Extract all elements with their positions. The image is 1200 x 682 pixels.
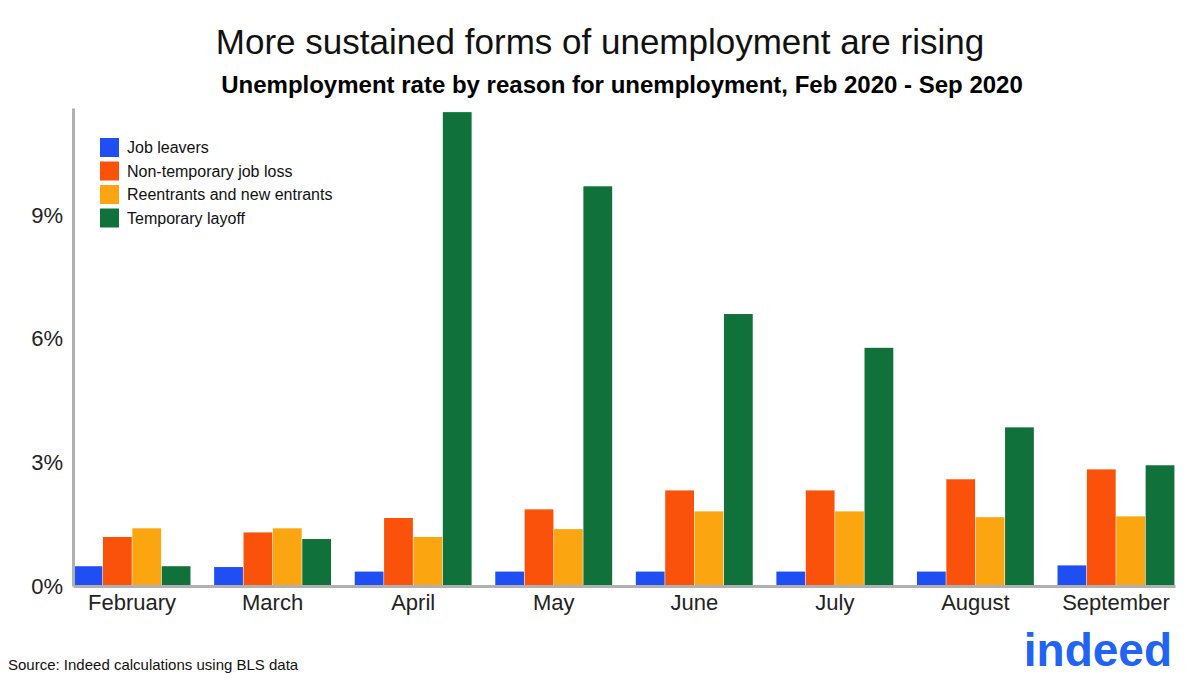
tick: February	[88, 586, 176, 615]
legend-label: Temporary layoff	[127, 210, 246, 227]
bar	[636, 572, 665, 586]
legend-swatch	[100, 162, 119, 181]
title: More sustained forms of unemployment are…	[216, 22, 984, 61]
bar	[355, 572, 384, 586]
bar	[835, 511, 864, 586]
tick: June	[670, 586, 718, 615]
legend-item: Temporary layoff	[100, 209, 246, 228]
legend-swatch	[100, 185, 119, 204]
bar	[1005, 427, 1034, 586]
bar	[695, 511, 724, 586]
tick-label: February	[88, 590, 176, 615]
tick: August	[941, 586, 1010, 615]
legend-item: Non-temporary job loss	[100, 162, 292, 181]
bar	[495, 572, 524, 586]
legend-item: Reentrants and new entrants	[100, 185, 332, 204]
bar	[1146, 465, 1175, 586]
bar	[384, 518, 413, 586]
bar	[162, 566, 191, 586]
tick-label: 0%	[31, 574, 63, 599]
legend-swatch	[100, 138, 119, 157]
bar	[865, 348, 894, 586]
tick-label: July	[815, 590, 854, 615]
bar	[665, 490, 694, 586]
tick: 0%	[31, 574, 73, 599]
bar	[976, 517, 1005, 586]
bar	[917, 572, 946, 586]
tick-label: May	[533, 590, 575, 615]
bar	[946, 479, 975, 586]
bar	[583, 186, 612, 586]
tick: 9%	[31, 203, 73, 228]
bar	[1058, 565, 1087, 586]
bar	[1116, 516, 1145, 586]
tick-label: 6%	[31, 326, 63, 351]
subtitle: Unemployment rate by reason for unemploy…	[221, 71, 1023, 98]
tick-label: March	[242, 590, 303, 615]
tick-label: 9%	[31, 203, 63, 228]
bar	[244, 532, 273, 586]
legend-label: Reentrants and new entrants	[127, 186, 332, 203]
tick: March	[242, 586, 303, 615]
tick: 6%	[31, 326, 73, 351]
bar	[776, 572, 805, 586]
tick: September	[1062, 586, 1170, 615]
bar	[1087, 469, 1116, 586]
tick-label: 3%	[31, 450, 63, 475]
bar	[525, 509, 554, 586]
bar	[273, 528, 302, 586]
legend-swatch	[100, 209, 119, 228]
legend-item: Job leavers	[100, 138, 209, 157]
bar	[413, 537, 442, 586]
tick: 3%	[31, 450, 73, 475]
bar	[74, 566, 103, 586]
tick: May	[533, 586, 575, 615]
source: Source: Indeed calculations using BLS da…	[8, 656, 299, 673]
chart: More sustained forms of unemployment are…	[0, 0, 1200, 682]
bar	[806, 490, 835, 586]
tick-label: September	[1062, 590, 1170, 615]
legend-label: Non-temporary job loss	[127, 163, 292, 180]
bar	[554, 529, 583, 586]
x-axis: February March April May June July August Septe…	[74, 586, 1176, 615]
bars	[74, 112, 1175, 586]
tick: April	[391, 586, 435, 615]
bar	[443, 112, 472, 586]
bar	[724, 314, 753, 586]
series	[162, 112, 1175, 586]
bar	[302, 539, 331, 586]
tick-label: August	[941, 590, 1010, 615]
axis-line	[72, 109, 75, 587]
legend: Job leavers Non-temporary job loss Reentra…	[100, 138, 332, 228]
tick-label: April	[391, 590, 435, 615]
tick-label: June	[670, 590, 718, 615]
logo: indeed	[1024, 624, 1172, 676]
legend-label: Job leavers	[127, 139, 209, 156]
tick: July	[815, 586, 854, 615]
bar	[132, 528, 161, 586]
series	[132, 511, 1145, 586]
bar	[103, 537, 132, 586]
bar	[214, 567, 243, 586]
y-axis: 0% 3% 6% 9%	[31, 109, 73, 599]
axis-line	[74, 585, 1176, 588]
